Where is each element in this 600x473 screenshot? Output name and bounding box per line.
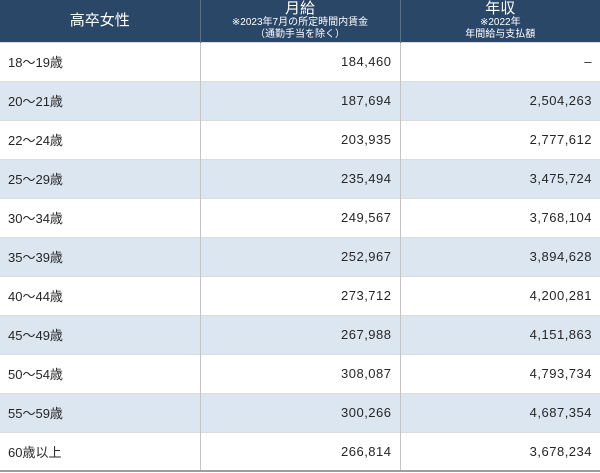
monthly-salary-cell: 266,814 <box>199 431 400 471</box>
annual-income-cell: 3,678,234 <box>399 431 600 471</box>
annual-income-cell: 3,768,104 <box>399 197 600 237</box>
header-monthly: 月給 ※2023年7月の所定時間内賃金 （通勤手当を除く） <box>199 0 400 42</box>
table-header: 高卒女性 月給 ※2023年7月の所定時間内賃金 （通勤手当を除く） 年収 ※2… <box>0 0 600 42</box>
table-row: 60歳以上 266,814 3,678,234 <box>0 431 600 471</box>
age-band-cell: 25〜29歳 <box>0 158 200 198</box>
monthly-salary-cell: 203,935 <box>199 119 400 159</box>
monthly-salary-cell: 252,967 <box>199 236 400 276</box>
table-row: 45〜49歳 267,988 4,151,863 <box>0 314 600 354</box>
table-row: 22〜24歳 203,935 2,777,612 <box>0 119 600 159</box>
monthly-salary-cell: 235,494 <box>199 158 400 198</box>
header-row: 高卒女性 月給 ※2023年7月の所定時間内賃金 （通勤手当を除く） 年収 ※2… <box>0 0 600 42</box>
annual-income-cell: 2,504,263 <box>399 80 600 120</box>
header-group: 高卒女性 <box>0 0 200 42</box>
annual-income-cell: 2,777,612 <box>399 119 600 159</box>
header-annual: 年収 ※2022年 年間給与支払額 <box>399 0 600 42</box>
age-band-cell: 60歳以上 <box>0 431 200 471</box>
annual-income-cell: 4,200,281 <box>399 275 600 315</box>
header-annual-note1: ※2022年 <box>479 16 521 28</box>
annual-income-cell: 3,475,724 <box>399 158 600 198</box>
header-group-label: 高卒女性 <box>69 11 130 29</box>
table-body: 18〜19歳 184,460 – 20〜21歳 187,694 2,504,26… <box>0 41 600 471</box>
age-band-cell: 22〜24歳 <box>0 119 200 159</box>
monthly-salary-cell: 249,567 <box>199 197 400 237</box>
header-annual-title: 年収 <box>485 0 516 17</box>
age-band-cell: 45〜49歳 <box>0 314 200 354</box>
annual-income-cell: 4,793,734 <box>399 353 600 393</box>
table-row: 50〜54歳 308,087 4,793,734 <box>0 353 600 393</box>
header-monthly-note2: （通勤手当を除く） <box>255 28 345 40</box>
annual-income-cell: 4,687,354 <box>399 392 600 432</box>
table-row: 20〜21歳 187,694 2,504,263 <box>0 80 600 120</box>
annual-income-cell: 4,151,863 <box>399 314 600 354</box>
header-monthly-title: 月給 <box>284 0 315 17</box>
monthly-salary-cell: 184,460 <box>199 41 400 81</box>
monthly-salary-cell: 273,712 <box>199 275 400 315</box>
table-row: 25〜29歳 235,494 3,475,724 <box>0 158 600 198</box>
table-row: 40〜44歳 273,712 4,200,281 <box>0 275 600 315</box>
age-band-cell: 40〜44歳 <box>0 275 200 315</box>
annual-income-cell: – <box>399 41 600 81</box>
age-band-cell: 30〜34歳 <box>0 197 200 237</box>
age-band-cell: 18〜19歳 <box>0 41 200 81</box>
age-band-cell: 55〜59歳 <box>0 392 200 432</box>
annual-income-cell: 3,894,628 <box>399 236 600 276</box>
header-annual-note2: 年間給与支払額 <box>465 28 536 40</box>
header-monthly-note1: ※2023年7月の所定時間内賃金 <box>231 16 369 28</box>
monthly-salary-cell: 308,087 <box>199 353 400 393</box>
table-row: 35〜39歳 252,967 3,894,628 <box>0 236 600 276</box>
table-row: 30〜34歳 249,567 3,768,104 <box>0 197 600 237</box>
age-band-cell: 20〜21歳 <box>0 80 200 120</box>
table-row: 18〜19歳 184,460 – <box>0 41 600 81</box>
age-band-cell: 50〜54歳 <box>0 353 200 393</box>
age-band-cell: 35〜39歳 <box>0 236 200 276</box>
table-row: 55〜59歳 300,266 4,687,354 <box>0 392 600 432</box>
monthly-salary-cell: 187,694 <box>199 80 400 120</box>
monthly-salary-cell: 267,988 <box>199 314 400 354</box>
monthly-salary-cell: 300,266 <box>199 392 400 432</box>
